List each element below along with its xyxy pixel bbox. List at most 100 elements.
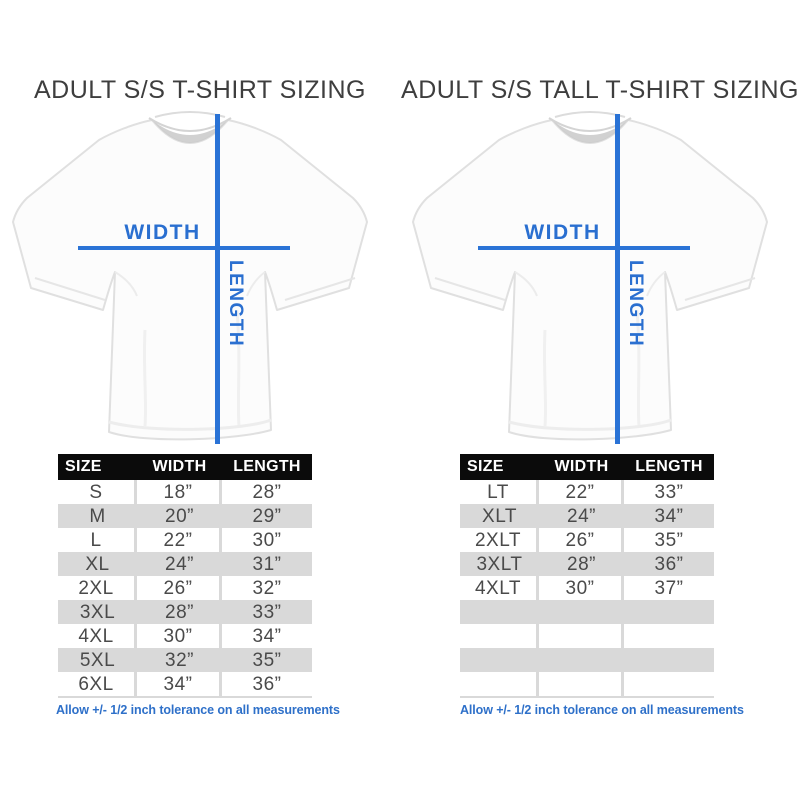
width-label: WIDTH (524, 221, 601, 244)
table-cell: 30” (222, 528, 312, 552)
table-cell: S (58, 480, 137, 504)
table-cell (539, 624, 624, 648)
table-cell: 3XL (79, 601, 116, 623)
table-cell: 26” (137, 576, 222, 600)
table-row: 3XL 28” 33” (58, 600, 312, 624)
table-body: LT 22” 33” XLT 24” 34” 2XLT 26” 35” 3XLT 28” 36” 4XL… (460, 480, 714, 696)
table-cell: 29” (252, 505, 282, 527)
table-cell: 6XL (58, 672, 137, 696)
length-measure-line (615, 114, 620, 444)
table-body: S 18” 28” M 20” 29” L 22” 30” XL 24” 31” 2XL 26” 32” 3X… (58, 480, 312, 696)
table-cell: 36” (654, 553, 684, 575)
panel-adult-regular: ADULT S/S T-SHIRT SIZING WIDTH LENGTH SI… (5, 76, 385, 717)
table-cell: 31” (252, 553, 282, 575)
table-cell: 5XL (79, 649, 116, 671)
tshirt-image (412, 111, 768, 441)
table-cell: 24” (567, 505, 596, 527)
column-header-width: WIDTH (554, 458, 609, 475)
table-cell: 28” (567, 553, 596, 575)
tshirt-illustration (5, 110, 385, 450)
table-cell: 22” (137, 528, 222, 552)
table-cell: 20” (165, 505, 194, 527)
table-cell: 4XLT (460, 576, 539, 600)
table-row: S 18” 28” (58, 480, 312, 504)
tshirt-image (12, 111, 368, 441)
table-cell: 18” (137, 480, 222, 504)
column-header-size: SIZE (65, 458, 102, 475)
table-cell (460, 648, 539, 672)
table-cell: 2XLT (460, 528, 539, 552)
page-title: ADULT S/S T-SHIRT SIZING (34, 76, 366, 104)
column-header-length: LENGTH (233, 458, 301, 475)
table-cell (539, 672, 624, 696)
table-row: 4XLT 30” 37” (460, 576, 714, 600)
table-cell: M (89, 505, 106, 527)
tshirt-illustration (405, 110, 785, 450)
table-cell: 34” (222, 624, 312, 648)
table-cell: 2XL (58, 576, 137, 600)
size-table: SIZE WIDTH LENGTH S 18” 28” M 20” 29” L 22” 30” X… (58, 454, 312, 698)
table-cell: XL (85, 553, 110, 575)
table-row (460, 648, 714, 672)
column-header-size: SIZE (467, 458, 504, 475)
table-cell: 28” (222, 480, 312, 504)
table-header-row: SIZE WIDTH LENGTH (460, 454, 714, 480)
table-cell: 28” (165, 601, 194, 623)
table-cell (460, 600, 539, 624)
table-cell (539, 648, 624, 672)
table-row: L 22” 30” (58, 528, 312, 552)
table-cell: 33” (252, 601, 282, 623)
table-cell (624, 672, 714, 696)
table-cell: XLT (482, 505, 517, 527)
table-cell: 26” (539, 528, 624, 552)
table-cell: 24” (165, 553, 194, 575)
table-header-row: SIZE WIDTH LENGTH (58, 454, 312, 480)
table-row: LT 22” 33” (460, 480, 714, 504)
table-cell (624, 600, 714, 624)
table-cell: 36” (222, 672, 312, 696)
panel-adult-tall: ADULT S/S TALL T-SHIRT SIZING WIDTH LENG… (400, 0, 800, 800)
column-header-width: WIDTH (152, 458, 207, 475)
table-row (460, 624, 714, 648)
width-measure-line (478, 246, 690, 250)
table-cell: 34” (654, 505, 684, 527)
table-cell (460, 672, 539, 696)
table-cell: 30” (539, 576, 624, 600)
table-cell: 35” (624, 528, 714, 552)
table-cell: 4XL (58, 624, 137, 648)
tolerance-note: Allow +/- 1/2 inch tolerance on all meas… (460, 703, 744, 717)
table-cell: 32” (222, 576, 312, 600)
table-cell: 30” (137, 624, 222, 648)
table-row: 2XLT 26” 35” (460, 528, 714, 552)
length-label: LENGTH (625, 260, 646, 348)
table-cell: 37” (624, 576, 714, 600)
table-row: 4XL 30” 34” (58, 624, 312, 648)
table-cell: 34” (137, 672, 222, 696)
length-label: LENGTH (225, 260, 246, 348)
table-cell (460, 624, 539, 648)
table-row (460, 672, 714, 696)
column-header-length: LENGTH (635, 458, 703, 475)
table-cell: 32” (165, 649, 194, 671)
table-row: 3XLT 28” 36” (460, 552, 714, 576)
table-cell (539, 600, 624, 624)
table-cell: 33” (624, 480, 714, 504)
table-row: M 20” 29” (58, 504, 312, 528)
table-cell (624, 648, 714, 672)
width-measure-line (78, 246, 290, 250)
table-cell: L (58, 528, 137, 552)
table-row: 5XL 32” 35” (58, 648, 312, 672)
table-row: XL 24” 31” (58, 552, 312, 576)
table-cell: LT (460, 480, 539, 504)
table-cell: 35” (252, 649, 282, 671)
table-row: XLT 24” 34” (460, 504, 714, 528)
length-measure-line (215, 114, 220, 444)
table-cell: 22” (539, 480, 624, 504)
page-title: ADULT S/S TALL T-SHIRT SIZING (401, 76, 799, 104)
table-cell: 3XLT (476, 553, 523, 575)
size-table: SIZE WIDTH LENGTH LT 22” 33” XLT 24” 34” 2XLT 2… (460, 454, 714, 698)
tolerance-note: Allow +/- 1/2 inch tolerance on all meas… (56, 703, 340, 717)
width-label: WIDTH (124, 221, 201, 244)
table-row (460, 600, 714, 624)
table-row: 2XL 26” 32” (58, 576, 312, 600)
